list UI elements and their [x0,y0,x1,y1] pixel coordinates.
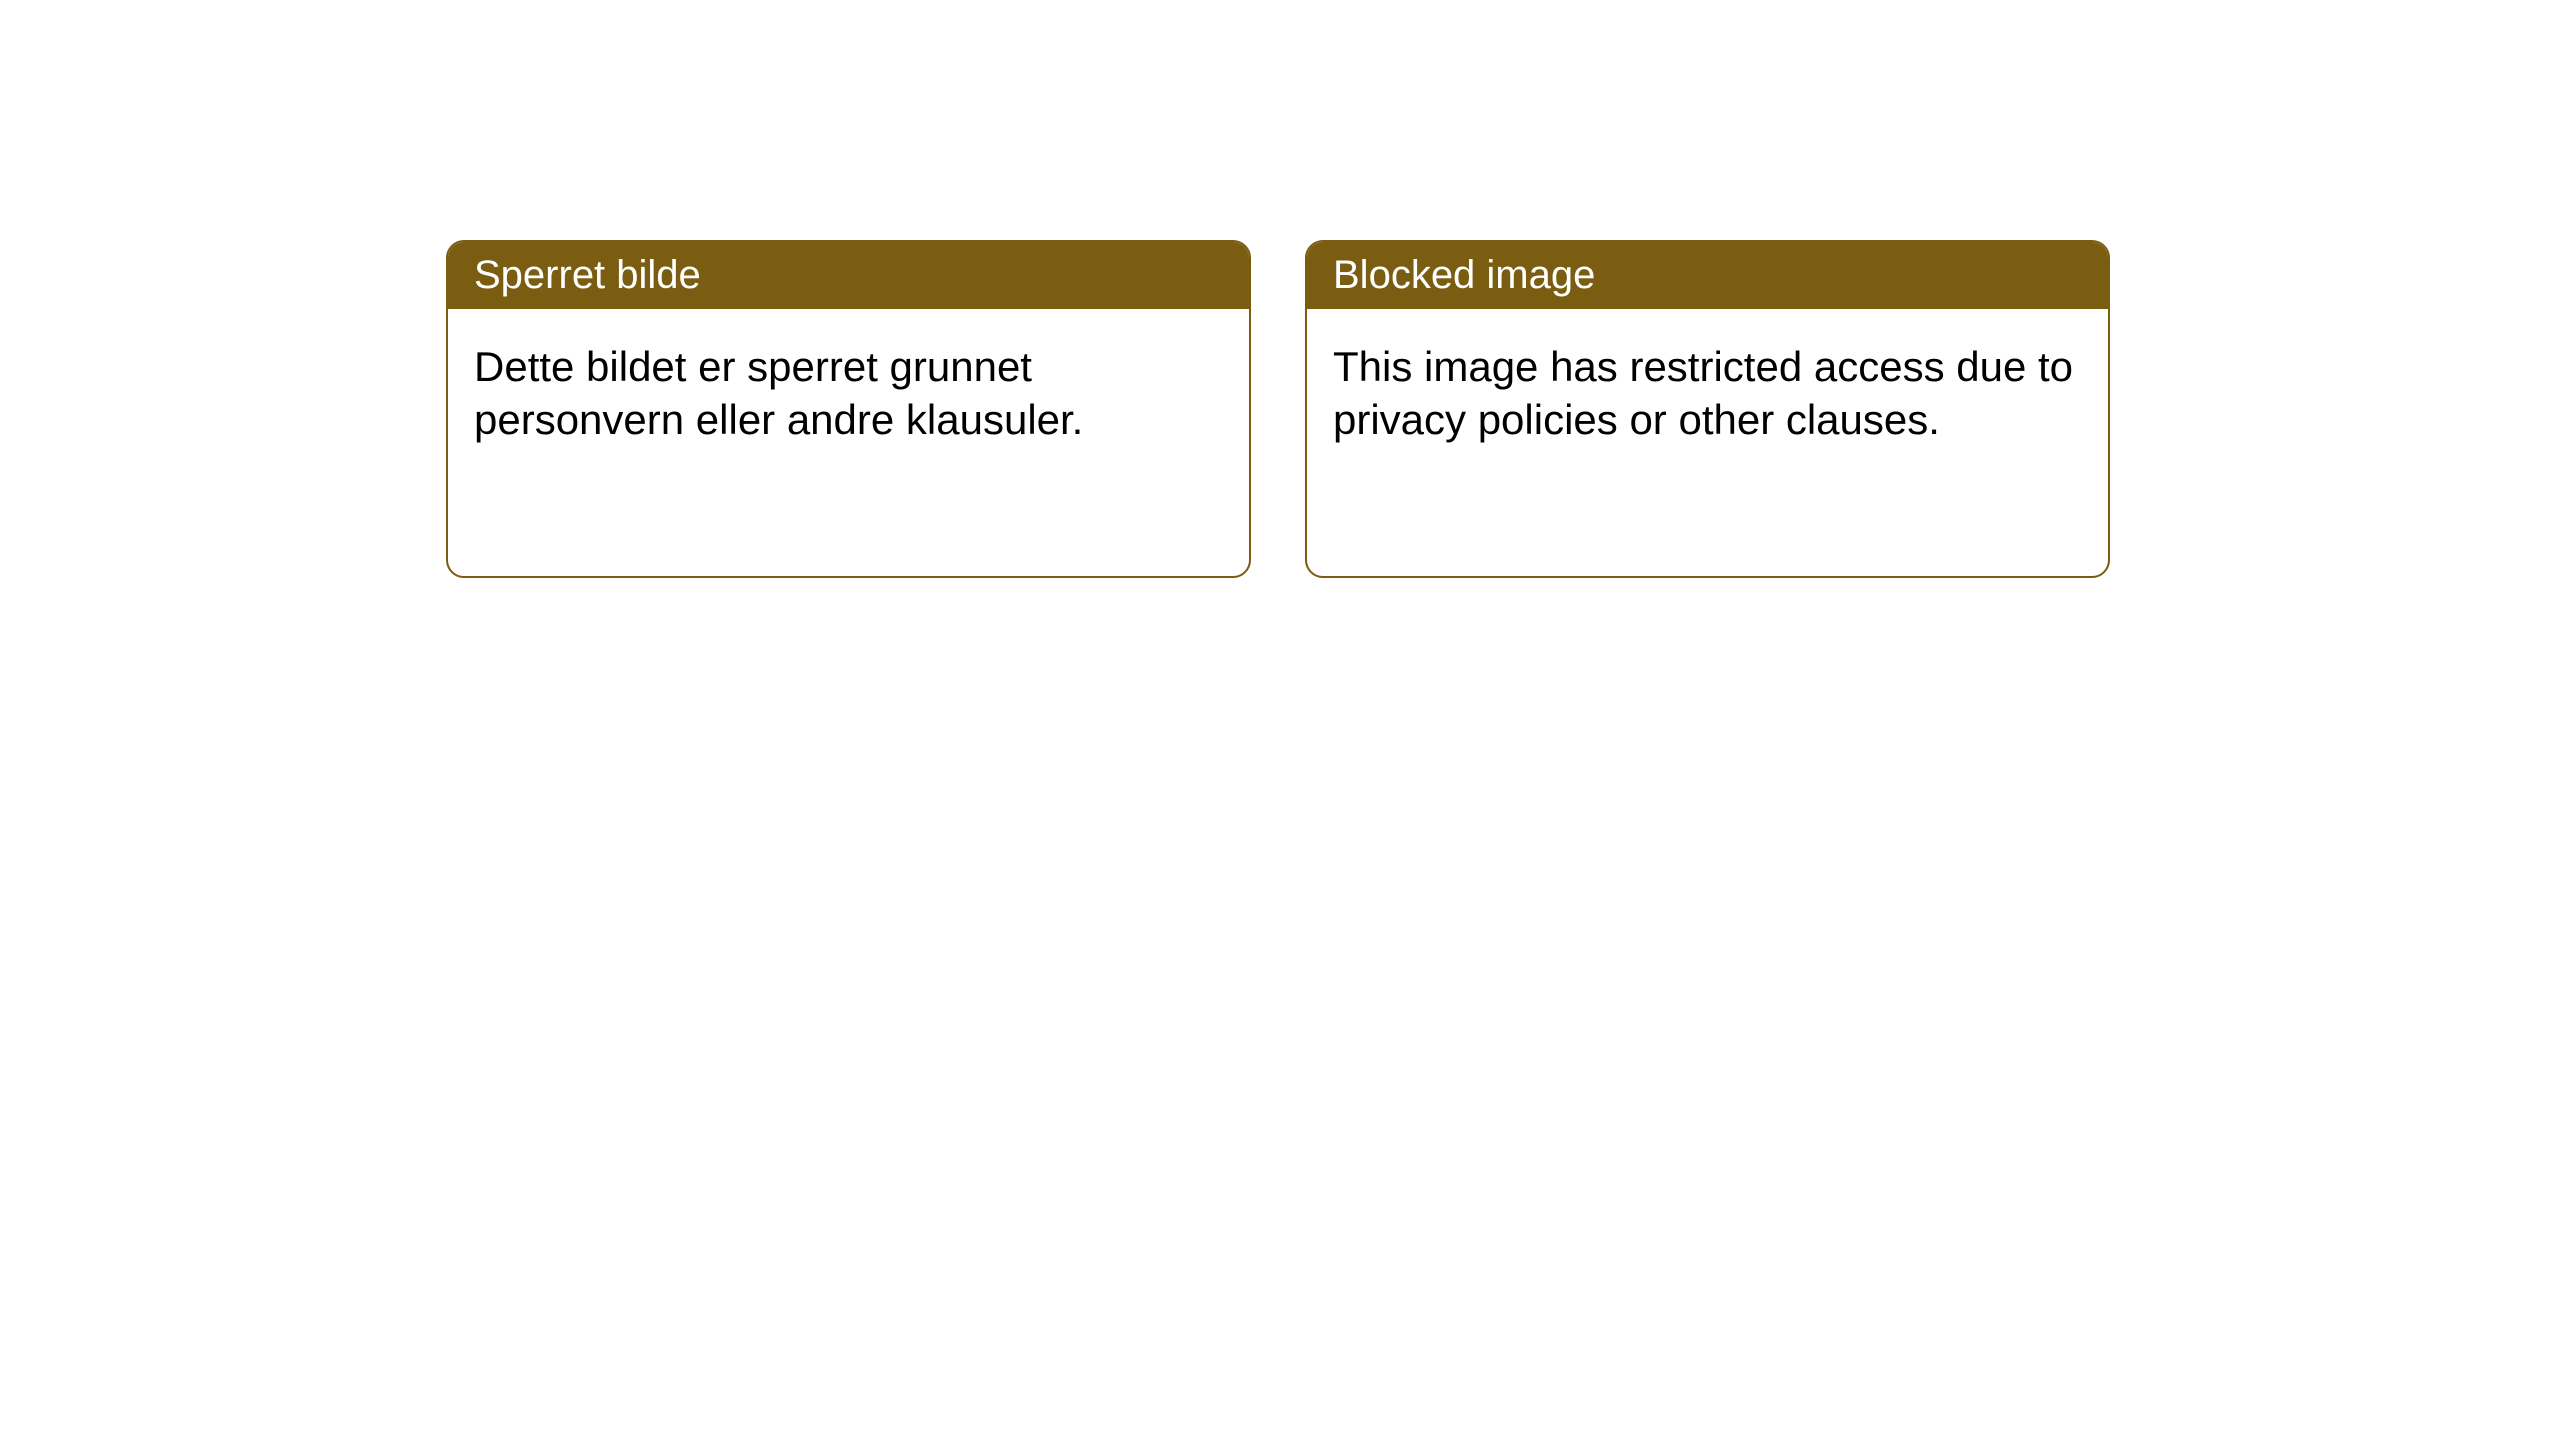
notice-card-en: Blocked image This image has restricted … [1305,240,2110,578]
notice-card-no: Sperret bilde Dette bildet er sperret gr… [446,240,1251,578]
notice-body-en: This image has restricted access due to … [1307,309,2108,478]
notice-body-no: Dette bildet er sperret grunnet personve… [448,309,1249,478]
notices-container: Sperret bilde Dette bildet er sperret gr… [446,240,2110,578]
notice-title-no: Sperret bilde [448,242,1249,309]
notice-title-en: Blocked image [1307,242,2108,309]
